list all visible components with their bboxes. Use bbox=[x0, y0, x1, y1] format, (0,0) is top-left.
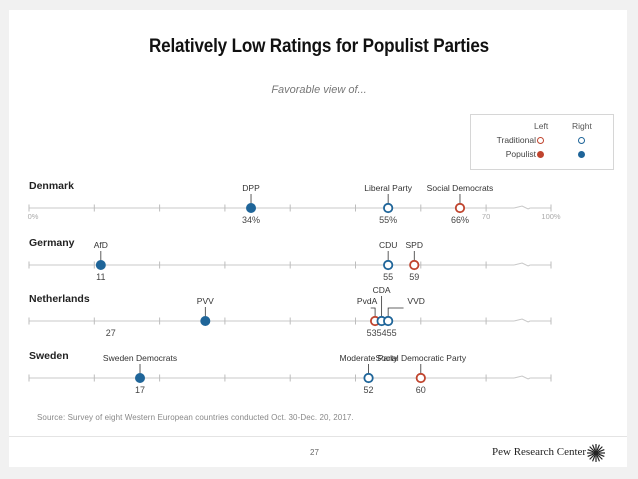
value-label: 52 bbox=[364, 385, 374, 395]
party-label: Social Democrats bbox=[427, 183, 494, 193]
value-label: 55 bbox=[383, 272, 393, 282]
brand-name: Pew Research Center bbox=[492, 446, 587, 458]
page-number: 27 bbox=[310, 448, 319, 457]
legend-row-populist: Populist bbox=[505, 149, 536, 159]
country-label-denmark: Denmark bbox=[29, 180, 74, 192]
party-label: DPP bbox=[242, 183, 260, 193]
legend-traditional-left-marker bbox=[537, 137, 544, 144]
chart-title: Relatively Low Ratings for Populist Part… bbox=[148, 36, 490, 57]
axis-break bbox=[513, 205, 531, 210]
party-label: PvdA bbox=[357, 296, 378, 306]
axis-break bbox=[513, 375, 531, 380]
party-label: SPD bbox=[406, 240, 423, 250]
country-label-sweden: Sweden bbox=[29, 350, 69, 362]
party-label: VVD bbox=[407, 296, 424, 306]
value-label: 11 bbox=[96, 272, 105, 282]
value-label: 59 bbox=[409, 272, 419, 282]
party-label: Moderate Party bbox=[339, 353, 398, 363]
value-label: 53 bbox=[367, 328, 377, 338]
value-label: 55 bbox=[387, 328, 397, 338]
party-label: CDA bbox=[373, 285, 391, 295]
legend-row-traditional: Traditional bbox=[496, 135, 536, 145]
party-label: Sweden Democrats bbox=[103, 353, 177, 363]
value-label: 66% bbox=[451, 215, 469, 225]
label-leader bbox=[387, 307, 404, 317]
country-label-germany: Germany bbox=[29, 237, 75, 249]
axis-break bbox=[513, 262, 531, 267]
value-label: 27 bbox=[106, 328, 116, 338]
legend-header-right: Right bbox=[572, 121, 592, 131]
chart-subtitle: Favorable view of... bbox=[271, 84, 367, 96]
party-label: PVV bbox=[197, 296, 214, 306]
value-label: 17 bbox=[135, 385, 145, 395]
tick-label: 100% bbox=[541, 212, 561, 221]
footer-divider bbox=[9, 436, 627, 437]
country-label-netherlands: Netherlands bbox=[29, 293, 90, 305]
source-note: Source: Survey of eight Western European… bbox=[37, 413, 354, 422]
value-label: 34% bbox=[242, 215, 260, 225]
legend-traditional-right-marker bbox=[578, 137, 585, 144]
value-label: 60 bbox=[416, 385, 426, 395]
party-marker bbox=[383, 259, 394, 271]
tick-label: 0% bbox=[28, 212, 39, 221]
party-label: AfD bbox=[94, 240, 108, 250]
party-label: CDU bbox=[379, 240, 397, 250]
tick-label: 70 bbox=[482, 212, 490, 221]
legend-header-left: Left bbox=[534, 121, 549, 131]
value-label: 54 bbox=[377, 328, 387, 338]
label-leader bbox=[370, 307, 376, 317]
party-marker bbox=[415, 372, 426, 384]
party-marker bbox=[135, 373, 146, 383]
legend-populist-right-marker bbox=[578, 151, 585, 158]
party-marker bbox=[246, 203, 257, 213]
legend-populist-left-marker bbox=[537, 151, 544, 158]
slide bbox=[9, 10, 627, 467]
party-marker bbox=[383, 315, 394, 327]
sunburst-logo-icon bbox=[587, 444, 605, 462]
party-label: Social Democratic Party bbox=[375, 353, 466, 363]
party-marker bbox=[383, 202, 394, 214]
value-label: 55% bbox=[379, 215, 397, 225]
party-label: Liberal Party bbox=[364, 183, 412, 193]
party-marker bbox=[95, 260, 106, 270]
party-marker bbox=[363, 372, 374, 384]
party-marker bbox=[409, 259, 420, 271]
axis-break bbox=[513, 318, 531, 323]
party-marker bbox=[200, 316, 211, 326]
legend: Left Right Traditional Populist bbox=[470, 114, 614, 170]
party-marker bbox=[454, 202, 466, 214]
